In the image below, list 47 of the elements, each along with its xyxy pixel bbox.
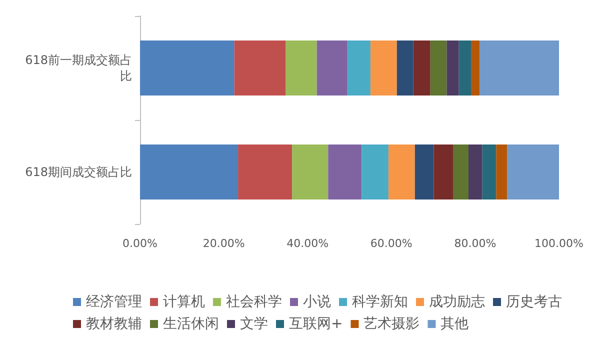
legend-label: 文学 (240, 316, 268, 332)
x-tick-label: 20.00% (202, 237, 245, 250)
legend-label: 经济管理 (86, 294, 142, 310)
bar (482, 144, 496, 200)
legend-label: 科学新知 (352, 294, 408, 310)
bar (328, 144, 362, 200)
legend-label: 教材教辅 (86, 316, 142, 332)
bar (292, 144, 328, 200)
x-tick-label: 60.00% (370, 237, 412, 250)
x-tick-label: 80.00% (454, 237, 496, 250)
bar (414, 144, 434, 200)
bar (140, 144, 238, 200)
legend-label: 生活休闲 (163, 316, 219, 332)
bar (496, 144, 508, 200)
legend-label: 成功励志 (429, 294, 485, 310)
bar (388, 144, 415, 200)
legend-label: 互联网+ (289, 316, 343, 332)
y-tick-label: 618期间成交额占比 (25, 165, 132, 179)
legend-label: 历史考古 (506, 294, 562, 310)
legend-label: 艺术摄影 (364, 316, 420, 332)
x-tick-label: 100.00% (534, 237, 584, 250)
bar (471, 40, 480, 96)
bar (370, 40, 397, 96)
bar (446, 40, 459, 96)
bar (468, 144, 482, 200)
bar (413, 40, 430, 96)
x-tick-label: 40.00% (286, 237, 329, 250)
y-tick-label: 618前一期成交额占比 (25, 53, 132, 83)
bar (458, 40, 472, 96)
bar (396, 40, 414, 96)
bar (140, 40, 234, 96)
legend-label: 社会科学 (226, 294, 282, 310)
bar (286, 40, 317, 96)
legend-label: 其他 (440, 316, 469, 332)
legend-label: 计算机 (163, 294, 205, 310)
bar (434, 144, 453, 200)
bar (347, 40, 370, 96)
bar (362, 144, 388, 200)
bar (238, 144, 292, 200)
bar (234, 40, 286, 96)
bar (430, 40, 447, 96)
x-tick-label: 0.00% (122, 237, 158, 250)
bar (316, 40, 348, 96)
bar (452, 144, 468, 200)
legend-label: 小说 (303, 294, 331, 310)
bar (480, 40, 559, 96)
bar (507, 144, 559, 200)
